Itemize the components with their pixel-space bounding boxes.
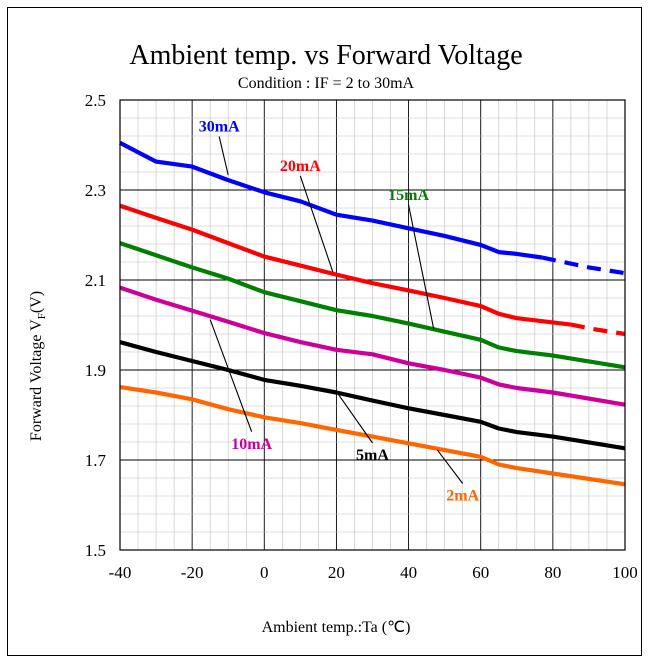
y-tick-label: 2.1 <box>85 271 106 290</box>
x-tick-label: 60 <box>472 563 489 582</box>
x-tick-label: 20 <box>328 563 345 582</box>
y-tick-label: 1.5 <box>85 541 106 560</box>
y-axis-label-unit: (V) <box>28 291 45 313</box>
series-line-2ma <box>119 385 626 487</box>
chart-title: Ambient temp. vs Forward Voltage <box>129 40 522 71</box>
y-tick-label: 2.3 <box>85 181 106 200</box>
series-line-20ma <box>119 203 572 327</box>
series-line-10ma <box>119 285 626 407</box>
y-tick-label: 2.5 <box>85 91 106 110</box>
series-label-10ma: 10mA <box>231 436 272 453</box>
grid <box>120 100 625 550</box>
series-line-15ma <box>119 241 626 370</box>
y-tick-labels: 1.5 1.7 1.9 2.1 2.3 2.5 <box>85 91 107 560</box>
leader-line-5ma <box>335 391 373 444</box>
series-line-30ma <box>119 140 543 260</box>
series-label-15ma: 15mA <box>388 187 429 204</box>
y-axis-label: Forward Voltage VF(V) <box>28 291 48 441</box>
series-dashed-line-20ma <box>570 322 626 337</box>
series-lines <box>119 140 626 487</box>
chart-subtitle: Condition : IF = 2 to 30mA <box>238 75 415 92</box>
leader-line-10ma <box>209 319 253 432</box>
y-tick-label: 1.7 <box>85 451 107 470</box>
series-dashed-line-30ma <box>541 255 626 276</box>
y-tick-label: 1.9 <box>85 361 106 380</box>
series-label-5ma: 5mA <box>356 447 389 464</box>
x-tick-label: 0 <box>260 563 269 582</box>
leader-line-2ma <box>436 449 464 484</box>
x-tick-label: 100 <box>612 563 638 582</box>
series-line-5ma <box>119 340 626 451</box>
x-tick-label: -20 <box>181 563 204 582</box>
leader-line-20ma <box>299 175 334 273</box>
series-labels: 30mA 20mA 15mA 10mA 5mA 2mA <box>199 119 480 505</box>
x-tick-label: -40 <box>109 563 132 582</box>
y-axis-label-subscript: F <box>36 313 48 319</box>
chart-frame <box>7 7 642 656</box>
y-axis-label-main: Forward Voltage V <box>28 319 45 441</box>
x-tick-labels: -40 -20 0 20 40 60 80 100 <box>109 563 638 582</box>
x-tick-label: 80 <box>544 563 561 582</box>
leader-line-15ma <box>408 204 435 330</box>
label-leaders <box>209 136 464 484</box>
x-axis-label: Ambient temp.:Ta (℃) <box>262 619 411 636</box>
series-label-2ma: 2mA <box>446 488 479 505</box>
plot-border <box>119 99 626 551</box>
leader-line-30ma <box>218 136 229 176</box>
series-label-20ma: 20mA <box>280 158 321 175</box>
series-label-30ma: 30mA <box>199 119 240 136</box>
x-tick-label: 40 <box>400 563 417 582</box>
